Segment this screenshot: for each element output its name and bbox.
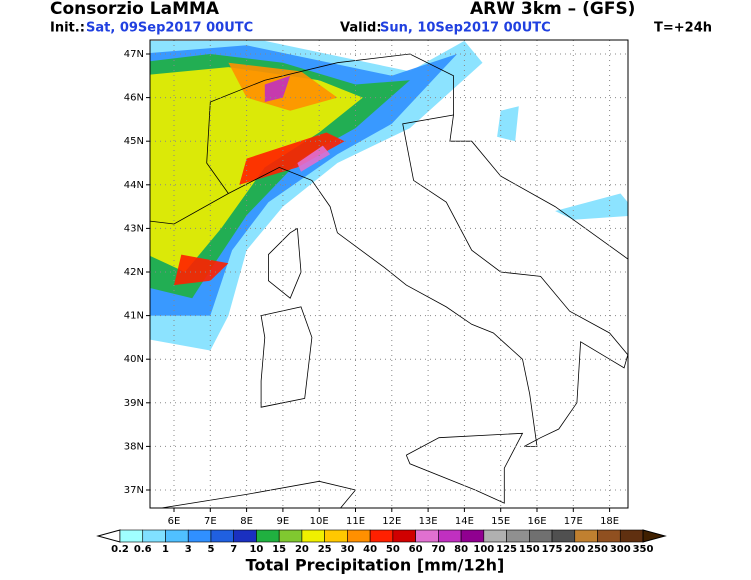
colorbar-end	[96, 529, 121, 543]
lat-label: 47N	[124, 49, 144, 60]
lon-label: 6E	[168, 516, 181, 527]
colorbar-label: 80	[454, 544, 468, 555]
lat-label: 44N	[124, 180, 144, 191]
coastline	[228, 114, 628, 447]
colorbar-label: 300	[610, 544, 631, 555]
coastline	[267, 228, 302, 299]
lat-label: 43N	[124, 223, 144, 234]
coastline	[150, 193, 229, 225]
lon-label: 17E	[564, 516, 583, 527]
lat-label: 39N	[124, 398, 144, 409]
colorbar-swatch	[506, 529, 530, 543]
colorbar-label: 150	[519, 544, 540, 555]
colorbar-swatch	[438, 529, 462, 543]
lat-label: 38N	[124, 441, 144, 452]
precip-area	[239, 132, 345, 185]
coastline	[260, 306, 313, 408]
colorbar-swatch	[597, 529, 621, 543]
colorbar-swatch	[415, 529, 439, 543]
colorbar-label: 1	[162, 544, 169, 555]
colorbar-label: 5	[207, 544, 214, 555]
colorbar-swatch	[460, 529, 485, 543]
colorbar-label: 0.6	[134, 544, 152, 555]
colorbar-label: 3	[185, 544, 192, 555]
lat-label: 45N	[124, 136, 144, 147]
colorbar-label: 60	[409, 544, 423, 555]
lon-label: 16E	[527, 516, 546, 527]
colorbar-swatch	[301, 529, 325, 543]
colorbar-swatch	[142, 529, 166, 543]
model: ARW 3km – (GFS)	[470, 0, 635, 19]
colorbar-swatch	[551, 529, 576, 543]
colorbar-label: 7	[230, 544, 237, 555]
lat-label: 41N	[124, 311, 144, 322]
colorbar-swatch	[324, 529, 348, 543]
map-frame	[149, 39, 629, 509]
title: Consorzio LaMMA	[50, 0, 220, 19]
lon-label: 18E	[600, 516, 619, 527]
lat-label: 46N	[124, 93, 144, 104]
colorbar-swatch	[187, 529, 212, 543]
lon-label: 15E	[491, 516, 510, 527]
init-label: Init.:	[50, 21, 85, 36]
colorbar-end	[642, 529, 667, 543]
lat-label: 40N	[124, 354, 144, 365]
colorbar-label: 0.2	[111, 544, 129, 555]
precip-area	[297, 145, 331, 172]
lon-label: 12E	[382, 516, 401, 527]
coastline	[206, 53, 454, 194]
colorbar-label: 350	[633, 544, 654, 555]
colorbar-label: 50	[386, 544, 400, 555]
colorbar-label: 25	[318, 544, 332, 555]
colorbar-title: Total Precipitation [mm/12h]	[246, 556, 505, 575]
colorbar-label: 200	[564, 544, 585, 555]
colorbar-swatch	[369, 529, 394, 543]
colorbar-label: 15	[272, 544, 286, 555]
lon-label: 14E	[455, 516, 474, 527]
colorbar-label: 20	[295, 544, 309, 555]
colorbar-swatch	[347, 529, 371, 543]
colorbar-swatch	[233, 529, 257, 543]
valid-label: Valid:	[340, 21, 382, 36]
lon-label: 8E	[240, 516, 253, 527]
colorbar-label: 175	[542, 544, 563, 555]
colorbar-swatch	[574, 529, 598, 543]
colorbar-label: 10	[249, 544, 263, 555]
colorbar-label: 100	[473, 544, 494, 555]
colorbar-swatch	[210, 529, 234, 543]
colorbar-label: 30	[340, 544, 354, 555]
lon-label: 11E	[346, 516, 365, 527]
lead-time: T=+24h	[654, 21, 712, 36]
precip-area	[497, 106, 519, 142]
colorbar-swatch	[278, 529, 303, 543]
lat-label: 37N	[124, 485, 144, 496]
colorbar-label: 250	[587, 544, 608, 555]
lon-label: 13E	[419, 516, 438, 527]
coastline	[405, 432, 524, 504]
init-date: Sat, 09Sep2017 00UTC	[86, 21, 253, 36]
lon-label: 10E	[310, 516, 329, 527]
precip-area	[264, 75, 291, 102]
colorbar-swatch	[392, 529, 416, 543]
lon-label: 9E	[277, 516, 290, 527]
colorbar-label: 70	[431, 544, 445, 555]
precip-area	[174, 254, 229, 286]
lon-label: 7E	[204, 516, 217, 527]
valid-date: Sun, 10Sep2017 00UTC	[380, 21, 551, 36]
colorbar-label: 125	[496, 544, 517, 555]
colorbar-swatch	[483, 529, 507, 543]
map-area	[150, 40, 628, 508]
colorbar-swatch	[119, 529, 144, 543]
lat-label: 42N	[124, 267, 144, 278]
colorbar-swatch	[529, 529, 553, 543]
colorbar-swatch	[165, 529, 189, 543]
colorbar-swatch	[619, 529, 644, 543]
colorbar-label: 40	[363, 544, 377, 555]
colorbar-swatch	[256, 529, 280, 543]
